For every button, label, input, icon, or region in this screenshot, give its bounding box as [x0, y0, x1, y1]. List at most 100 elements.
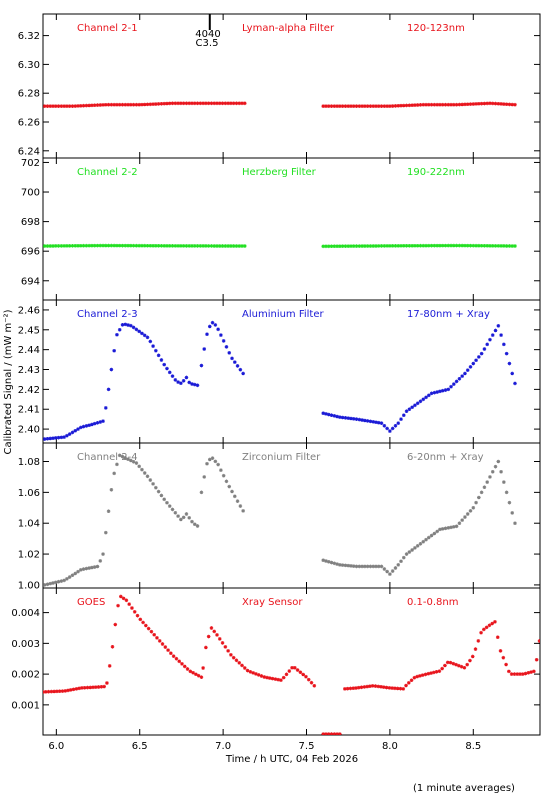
data-point	[109, 487, 114, 492]
data-point	[201, 101, 205, 106]
data-point	[162, 362, 166, 367]
data-point	[220, 641, 225, 645]
data-point	[390, 426, 395, 431]
data-point	[179, 244, 183, 248]
data-point	[376, 564, 381, 569]
data-point	[76, 243, 80, 248]
data-point	[321, 104, 325, 108]
data-point	[499, 333, 503, 337]
data-point	[474, 243, 478, 248]
data-point	[487, 623, 492, 628]
data-point	[126, 323, 130, 327]
data-point	[435, 390, 439, 394]
data-point	[418, 103, 423, 107]
data-point	[65, 104, 69, 108]
data-point	[273, 677, 278, 681]
data-point	[154, 102, 158, 106]
data-point	[227, 351, 232, 355]
data-point	[98, 420, 103, 424]
data-point	[343, 244, 348, 248]
data-point	[465, 102, 470, 107]
data-point	[221, 473, 226, 478]
data-point	[106, 243, 111, 248]
data-point	[413, 403, 417, 408]
data-point	[87, 103, 91, 108]
data-point	[507, 244, 512, 248]
data-point	[79, 243, 83, 248]
series-points	[43, 453, 517, 587]
data-point	[376, 420, 381, 425]
data-point	[324, 104, 328, 108]
data-point	[357, 417, 362, 422]
data-point	[165, 500, 169, 505]
data-point	[205, 332, 209, 337]
data-point	[485, 243, 489, 248]
data-point	[490, 101, 495, 106]
data-point	[190, 382, 194, 386]
data-point	[192, 522, 197, 527]
data-point	[210, 320, 215, 325]
data-point	[418, 399, 423, 404]
y-tick-label: 2.42	[18, 385, 40, 396]
data-point	[429, 102, 434, 107]
data-point	[151, 102, 155, 106]
data-point	[192, 101, 197, 106]
data-point	[404, 103, 409, 108]
data-point	[346, 563, 351, 568]
panel-channel-label: Channel 2-3	[77, 309, 138, 320]
data-point	[154, 348, 158, 353]
data-point	[48, 104, 53, 108]
data-point	[116, 603, 120, 608]
data-point	[109, 367, 114, 372]
data-point	[495, 635, 500, 640]
data-point	[349, 564, 353, 568]
data-point	[120, 102, 125, 107]
data-point	[488, 337, 492, 342]
data-point	[371, 564, 376, 569]
data-point	[91, 685, 95, 690]
data-point	[95, 564, 100, 569]
data-point	[457, 376, 462, 381]
x-tick-label: 8.0	[382, 741, 398, 752]
data-point	[82, 685, 87, 690]
data-point	[235, 499, 240, 503]
y-tick-label: 2.43	[18, 365, 40, 376]
data-point	[73, 428, 78, 433]
data-point	[94, 685, 98, 689]
data-point	[159, 493, 164, 498]
data-point	[170, 101, 175, 106]
data-point	[390, 686, 394, 690]
data-point	[144, 623, 148, 628]
data-point	[371, 104, 376, 108]
data-point	[359, 685, 364, 690]
data-point	[435, 102, 439, 107]
data-point	[221, 339, 226, 343]
data-point	[326, 244, 331, 249]
data-point	[401, 555, 406, 560]
data-point	[384, 685, 389, 690]
data-point	[67, 575, 72, 579]
x-tick-label: 7.0	[215, 741, 231, 752]
data-point	[56, 244, 61, 248]
data-point	[243, 666, 247, 670]
data-point	[219, 333, 223, 337]
data-point	[256, 673, 261, 677]
data-point	[507, 361, 512, 366]
data-point	[106, 509, 111, 514]
data-point	[354, 104, 359, 108]
panel-frame	[42, 13, 541, 159]
data-point	[142, 102, 147, 107]
data-point	[399, 244, 403, 248]
data-point	[137, 102, 141, 107]
y-tick-label: 6.28	[18, 89, 40, 100]
data-point	[460, 374, 464, 378]
y-tick-label: 1.06	[18, 488, 40, 499]
data-point	[496, 324, 501, 328]
data-point	[440, 102, 445, 107]
data-point	[463, 102, 467, 107]
data-point	[479, 630, 483, 635]
data-point	[404, 683, 408, 688]
data-point	[48, 581, 53, 586]
data-point	[306, 677, 311, 682]
